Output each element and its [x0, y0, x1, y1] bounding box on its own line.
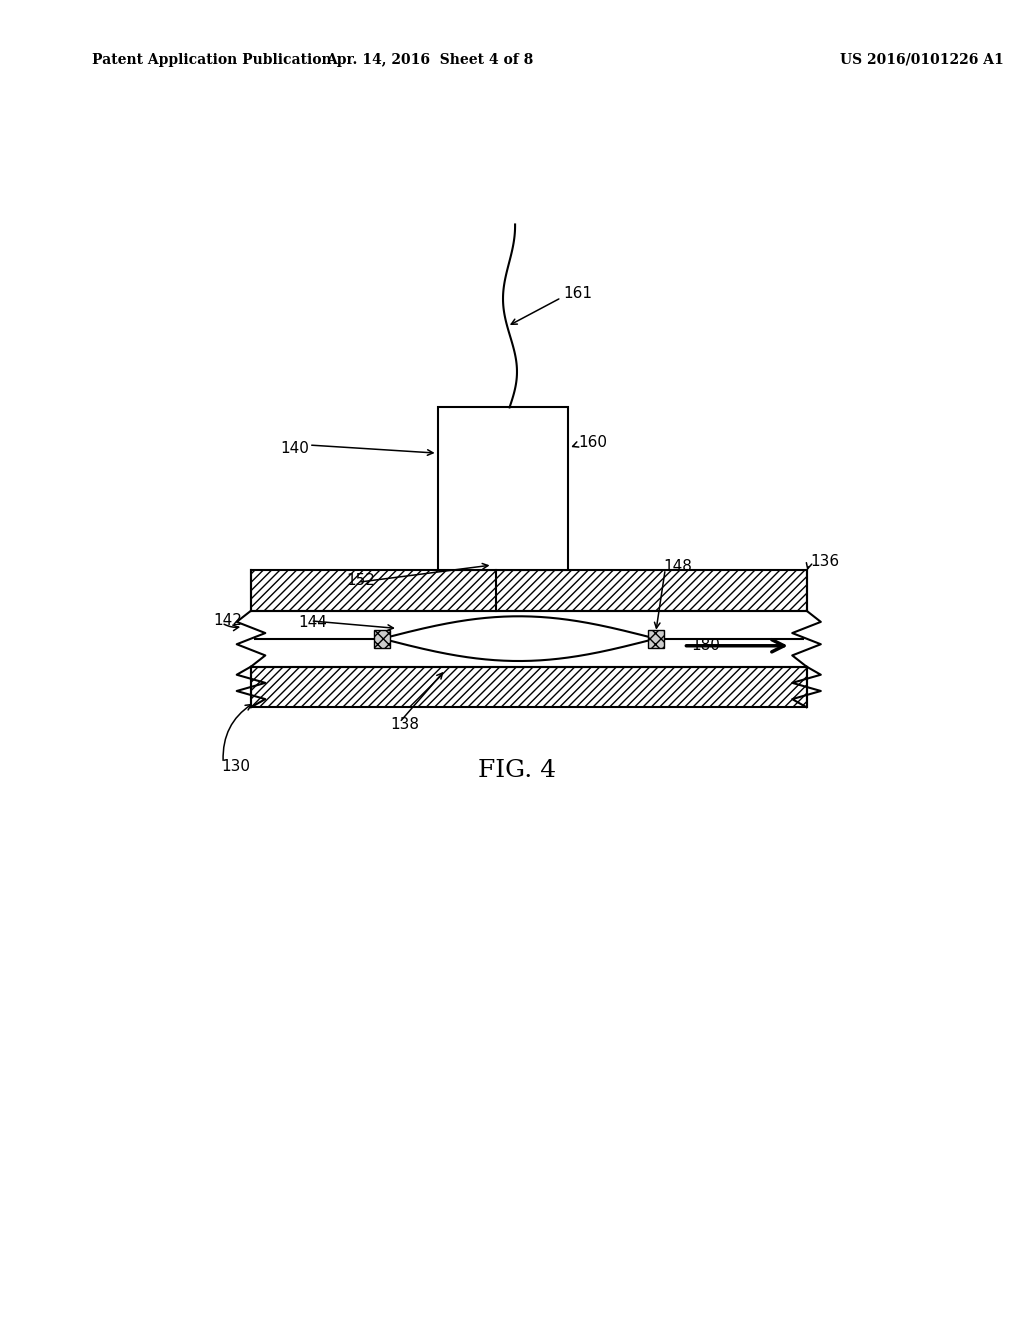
Text: 136: 136	[811, 554, 840, 569]
Text: FIG. 4: FIG. 4	[478, 759, 556, 781]
Text: 148: 148	[664, 560, 692, 574]
Text: 180: 180	[691, 638, 720, 653]
Text: Apr. 14, 2016  Sheet 4 of 8: Apr. 14, 2016 Sheet 4 of 8	[327, 53, 534, 67]
Text: 160: 160	[578, 436, 607, 450]
Text: 140: 140	[281, 441, 309, 455]
Text: US 2016/0101226 A1: US 2016/0101226 A1	[840, 53, 1004, 67]
Text: 130: 130	[221, 759, 251, 774]
Text: 161: 161	[563, 286, 592, 301]
Text: Patent Application Publication: Patent Application Publication	[92, 53, 332, 67]
Text: 152: 152	[346, 573, 375, 587]
Bar	[648, 630, 664, 648]
Bar	[251, 667, 807, 708]
Text: 144: 144	[299, 615, 328, 631]
Text: 142: 142	[214, 614, 243, 628]
Bar	[251, 570, 807, 611]
Text: 138: 138	[390, 717, 419, 733]
Bar	[374, 630, 390, 648]
Bar	[437, 408, 568, 570]
